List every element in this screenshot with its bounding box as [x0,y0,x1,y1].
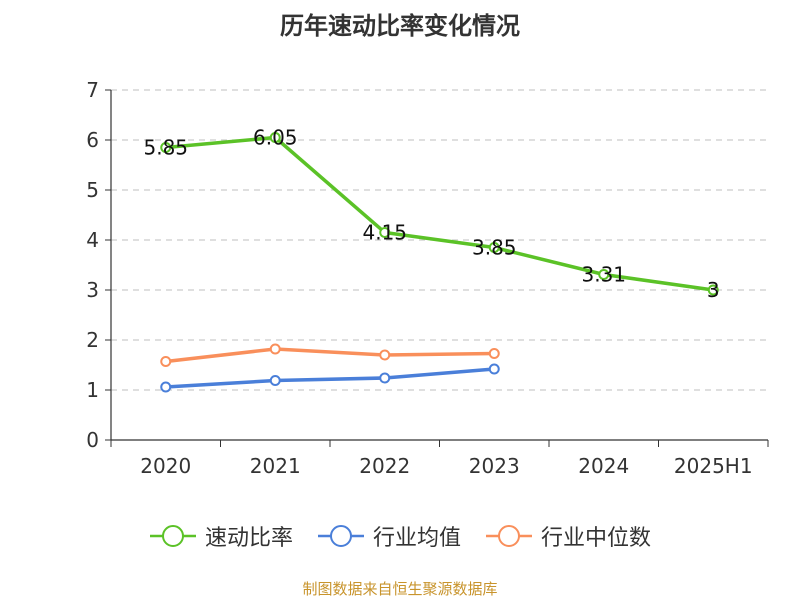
data-point[interactable] [160,142,172,153]
data-point[interactable] [160,356,172,367]
x-tick-label: 2023 [469,454,520,478]
legend-swatch-industry-median-icon [486,525,532,547]
x-tick-label: 2024 [578,454,629,478]
data-point[interactable] [269,343,281,355]
x-tick-label: 2025H1 [674,454,753,478]
data-point[interactable] [269,132,281,143]
data-label: 3.31 [581,263,626,287]
data-label: 5.85 [143,136,188,160]
legend-label-industry-median: 行业中位数 [541,526,652,551]
legend-item-industry-median[interactable]: 行业中位数 [485,520,651,552]
y-tick-label: 6 [86,128,99,152]
y-tick-label: 2 [86,328,99,352]
data-point[interactable] [379,349,391,361]
data-labels: 5.85 6.05 4.15 3.85 3.31 3 [143,126,719,303]
x-tick-label: 2022 [359,454,410,478]
legend-label-industry-mean: 行业均值 [372,526,461,551]
axes: 0 1 2 3 4 5 6 7 2020 2021 2022 2023 2024 2025H1 [86,78,769,478]
data-point[interactable] [488,363,500,375]
series-line [165,135,714,292]
legend-swatch-marker [329,525,352,547]
y-tick-label: 7 [86,78,99,102]
y-tick-label: 0 [86,428,99,452]
data-point[interactable] [488,242,500,253]
legend-swatch-quick-ratio-icon [149,525,196,547]
data-label: 6.05 [253,126,298,150]
legend-swatch-industry-mean-icon [317,525,364,547]
data-point[interactable] [598,269,610,280]
source-note: 制图数据来自恒生聚源数据库 [302,580,498,598]
legend-item-quick-ratio[interactable]: 速动比率 [149,520,293,552]
data-point[interactable] [379,372,391,384]
legend-label-quick-ratio: 速动比率 [204,526,293,551]
data-point[interactable] [269,375,281,386]
data-point[interactable] [379,227,391,238]
y-tick-label: 1 [86,378,99,402]
x-tick-label: 2021 [250,454,301,478]
chart-title: 历年速动比率变化情况 [280,12,520,40]
legend-item-industry-mean[interactable]: 行业均值 [317,520,461,552]
y-tick-label: 3 [86,278,99,302]
legend-swatch-marker [161,525,184,547]
data-point[interactable] [160,381,172,393]
data-point[interactable] [488,348,500,359]
data-point[interactable] [707,284,719,296]
y-tick-label: 4 [86,228,99,252]
series-line [165,367,495,389]
x-tick-label: 2020 [140,454,191,478]
legend: 速动比率 行业均值 行业中位数 [0,520,800,552]
legend-swatch-marker [498,525,520,547]
data-label: 3.85 [472,236,517,260]
data-label: 3 [707,278,720,302]
series-lines [160,132,719,393]
y-tick-label: 5 [86,178,99,202]
series-line [165,347,495,364]
data-label: 4.15 [362,221,407,245]
